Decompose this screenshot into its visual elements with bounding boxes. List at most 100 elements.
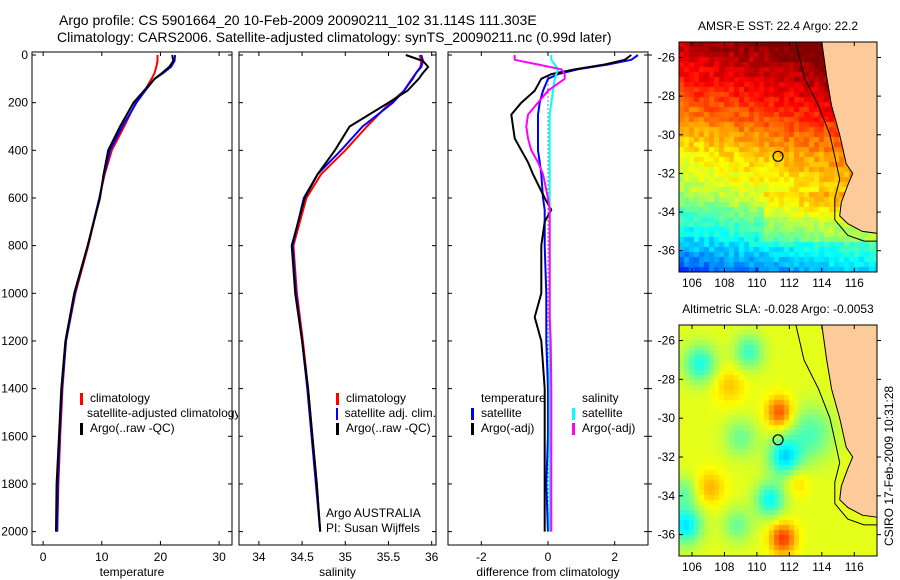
temperature-profile-x-axis-label: temperature (100, 565, 165, 579)
x-tick-label: 34 (252, 550, 266, 564)
x-tick-label: 110 (747, 560, 766, 574)
difference-legend-temperature: temperature satellite Argo(-adj) (471, 391, 551, 436)
x-tick-label: 20 (154, 550, 168, 564)
legend-label: satellite (481, 406, 522, 420)
figure-title-line1: Argo profile: CS 5901664_20 10-Feb-2009 … (59, 12, 537, 28)
legend-swatch-climatology (336, 392, 339, 405)
legend-header: salinity (582, 391, 619, 405)
y-tick-label: 400 (8, 143, 28, 157)
legend-label: climatology (346, 391, 407, 405)
y-tick-label: 1800 (1, 477, 28, 491)
x-tick-label: 116 (845, 560, 864, 574)
sst-map-title: AMSR-E SST: 22.4 Argo: 22.2 (698, 19, 858, 33)
y-tick-label: -32 (658, 450, 676, 464)
x-tick-label: 36 (425, 550, 439, 564)
legend-label: Argo(-adj) (582, 421, 636, 435)
y-tick-label: -36 (658, 528, 676, 542)
legend-swatch-argo (336, 422, 339, 435)
sla-map-axes-box (678, 324, 878, 557)
temperature-profile-axes-box (31, 51, 233, 546)
legend-label: Argo(-adj) (481, 421, 535, 435)
shelf-contour-line (795, 324, 877, 526)
y-tick-label: 800 (8, 239, 28, 253)
y-tick-label: 1200 (1, 334, 28, 348)
y-tick-label: 1000 (1, 286, 28, 300)
land-mass (821, 324, 878, 518)
y-tick-label: 1400 (1, 382, 28, 396)
sst-map-axes-box (678, 41, 878, 273)
x-tick-label: 114 (812, 276, 831, 290)
attribution-pi: PI: Susan Wijffels (326, 521, 420, 535)
attribution-program: Argo AUSTRALIA (326, 506, 421, 520)
legend-label: satellite (582, 406, 623, 420)
legend-swatch-argo (80, 422, 83, 435)
y-tick-label: 0 (21, 48, 28, 62)
legend-swatch-satellite (471, 407, 474, 420)
series-line-argo-raw-qc- (290, 54, 430, 532)
x-tick-label: 108 (714, 560, 734, 574)
x-tick-label: 108 (714, 276, 734, 290)
legend-label: satellite adj. clim. (344, 406, 436, 420)
figure-title-line2: Climatology: CARS2006. Satellite-adjuste… (57, 29, 612, 45)
legend-swatch-satellite (572, 407, 575, 420)
salinity-legend: climatology satellite adj. clim. Argo(..… (336, 391, 436, 436)
series-line-temperature-argo-adj- (510, 54, 632, 532)
y-tick-label: 1600 (1, 429, 28, 443)
series-line-salinity-argo-adj- (513, 55, 566, 532)
legend-swatch-argo (572, 422, 575, 435)
y-tick-label: -30 (658, 411, 676, 425)
legend-label: climatology (90, 391, 151, 405)
y-tick-label: 600 (8, 191, 28, 205)
attribution: Argo AUSTRALIA PI: Susan Wijffels (326, 506, 421, 536)
x-tick-label: 112 (780, 276, 799, 290)
x-tick-label: 34.5 (290, 550, 314, 564)
x-tick-label: 106 (682, 560, 702, 574)
y-tick-label: -32 (658, 166, 676, 180)
x-tick-label: 30 (212, 550, 226, 564)
x-tick-label: 35 (339, 550, 353, 564)
difference-profile-x-axis-label: difference from climatology (476, 565, 619, 579)
salinity-profile-x-axis-label: salinity (319, 565, 356, 579)
series-line-temperature-satellite (537, 54, 639, 532)
legend-header: temperature (481, 391, 546, 405)
difference-legend-salinity: salinity satellite Argo(-adj) (572, 391, 652, 436)
difference-profile-axes-box (447, 51, 649, 546)
y-tick-label: -36 (658, 244, 676, 258)
legend-swatch-climatology (80, 392, 83, 405)
argo-position-marker (772, 150, 784, 162)
y-tick-label: -34 (658, 205, 676, 219)
legend-swatch-argo (471, 422, 474, 435)
y-tick-label: -28 (658, 89, 676, 103)
x-tick-label: -2 (476, 550, 487, 564)
legend-swatch-satellite (336, 407, 338, 420)
x-tick-label: 0 (40, 550, 47, 564)
x-tick-label: 110 (747, 276, 766, 290)
x-tick-label: 114 (812, 560, 831, 574)
credit-timestamp: CSIRO 17-Feb-2009 10:31:28 (882, 385, 896, 546)
y-tick-label: 2000 (1, 525, 28, 539)
x-tick-label: 106 (682, 276, 702, 290)
y-tick-label: -26 (658, 50, 676, 64)
y-tick-label: -28 (658, 372, 676, 386)
shelf-contour-line (795, 41, 877, 242)
salinity-profile-axes-box (238, 51, 437, 546)
series-line-argo-raw-qc- (55, 54, 175, 532)
land-mass (821, 41, 878, 234)
legend-label: satellite-adjusted climatology (87, 406, 238, 420)
x-tick-label: 10 (95, 550, 109, 564)
legend-label: Argo(..raw -QC) (346, 421, 431, 435)
legend-label: Argo(..raw -QC) (90, 421, 175, 435)
y-tick-label: 200 (8, 96, 28, 110)
x-tick-label: 116 (845, 276, 864, 290)
x-tick-label: 2 (611, 550, 618, 564)
temperature-legend: climatology satellite-adjusted climatolo… (80, 391, 238, 436)
y-tick-label: -30 (658, 128, 676, 142)
x-tick-label: 0 (545, 550, 552, 564)
argo-position-marker (772, 434, 784, 446)
x-tick-label: 112 (780, 560, 799, 574)
x-tick-label: 35.5 (377, 550, 401, 564)
y-tick-label: -26 (658, 334, 676, 348)
y-tick-label: -34 (658, 489, 676, 503)
sla-map-title: Altimetric SLA: -0.028 Argo: -0.0053 (682, 302, 874, 316)
